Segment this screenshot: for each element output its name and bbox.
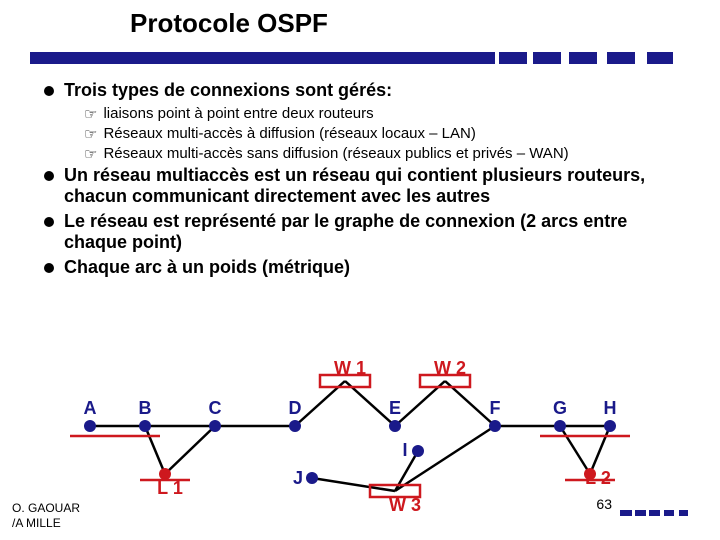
bullet-text: Un réseau multiaccès est un réseau qui c… — [64, 165, 690, 207]
slide-title: Protocole OSPF — [130, 8, 328, 39]
bullet-dot — [44, 86, 54, 96]
svg-text:W 1: W 1 — [334, 358, 366, 378]
bullet-text: Trois types de connexions sont gérés: — [64, 80, 392, 101]
hand-icon: ☞ — [84, 145, 97, 163]
hand-icon: ☞ — [84, 125, 97, 143]
svg-text:H: H — [604, 398, 617, 418]
svg-text:L 1: L 1 — [157, 478, 183, 498]
svg-text:C: C — [209, 398, 222, 418]
bullet-dot — [44, 263, 54, 273]
svg-text:W 3: W 3 — [389, 495, 421, 515]
bullet-text: Chaque arc à un poids (métrique) — [64, 257, 350, 278]
bullet-text: Réseaux multi-accès sans diffusion (rése… — [103, 145, 568, 162]
footer-author: O. GAOUAR/A MILLE — [12, 501, 80, 530]
network-graph: L 1 L 2 W 1 W 2 W 3 A B C D E F G H I J — [50, 356, 650, 516]
bullet-dot — [44, 171, 54, 181]
svg-text:W 2: W 2 — [434, 358, 466, 378]
bullet-text: Réseaux multi-accès à diffusion (réseaux… — [103, 125, 475, 142]
page-number: 63 — [596, 496, 612, 512]
svg-text:B: B — [139, 398, 152, 418]
svg-text:I: I — [402, 440, 407, 460]
svg-text:E: E — [389, 398, 401, 418]
hand-icon: ☞ — [84, 105, 97, 123]
bullet-list: Trois types de connexions sont gérés: ☞ l… — [30, 80, 690, 282]
svg-text:F: F — [490, 398, 501, 418]
bullet-text: Le réseau est représenté par le graphe d… — [64, 211, 690, 253]
svg-text:J: J — [293, 468, 303, 488]
bullet-text: liaisons point à point entre deux routeu… — [103, 105, 373, 122]
svg-text:L 2: L 2 — [585, 468, 611, 488]
svg-text:A: A — [84, 398, 97, 418]
svg-text:G: G — [553, 398, 567, 418]
footer-rule — [620, 510, 700, 516]
title-rule-dashes — [495, 52, 690, 64]
bullet-dot — [44, 217, 54, 227]
svg-text:D: D — [289, 398, 302, 418]
